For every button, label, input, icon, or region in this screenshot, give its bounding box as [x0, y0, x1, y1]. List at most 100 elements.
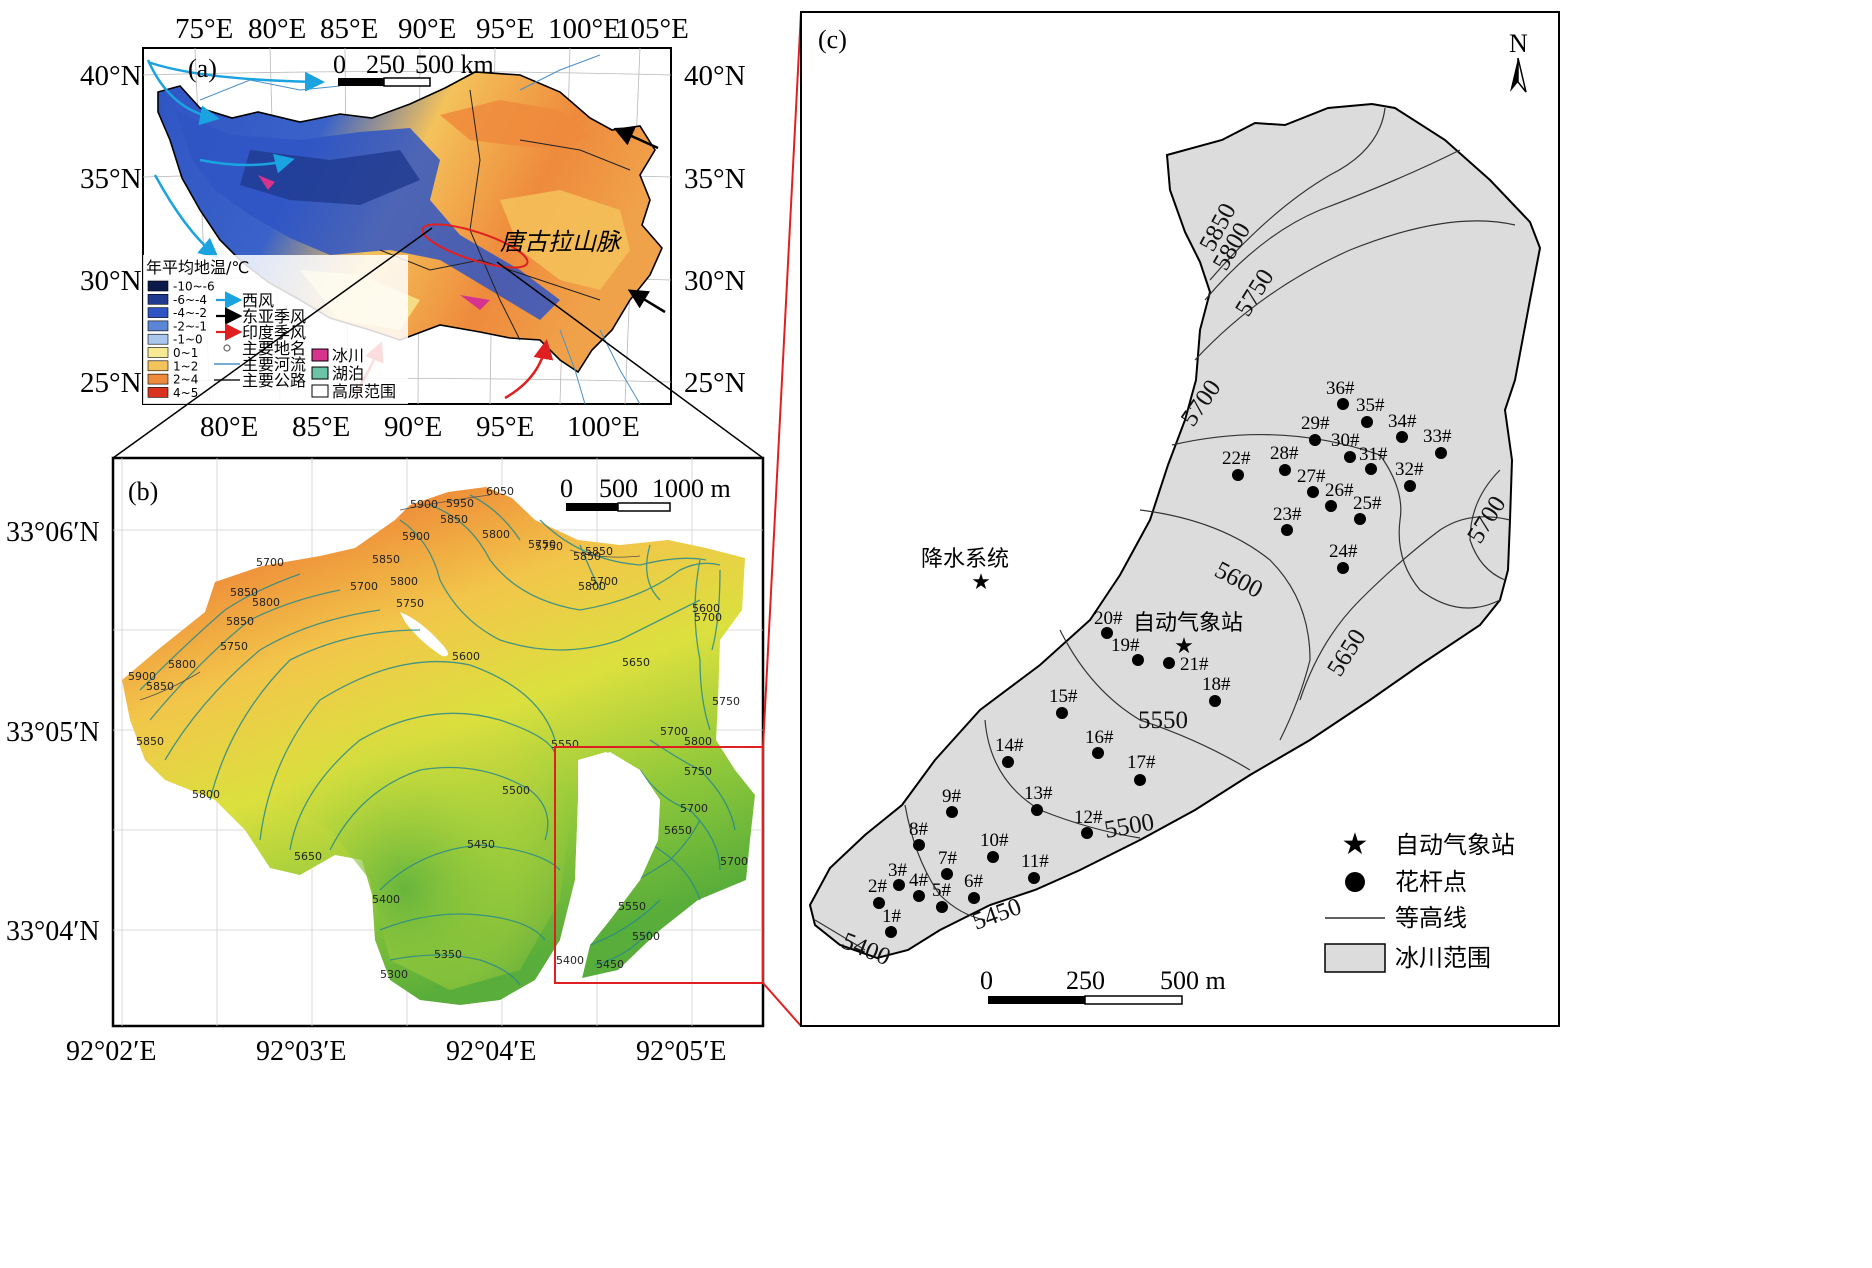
contour-label: 5750	[684, 765, 712, 778]
lon-tick: 80°E	[200, 411, 258, 443]
panel-a-label: (a)	[188, 54, 217, 83]
place-dot-icon	[223, 344, 231, 352]
lon-tick: 92°05′E	[636, 1036, 726, 1067]
contour-label: 5650	[664, 824, 692, 837]
indian-monsoon-arrow	[504, 339, 554, 400]
stake-label: 28#	[1270, 443, 1299, 464]
stake-label: 1#	[882, 906, 902, 927]
lon-tick: 90°E	[398, 13, 456, 45]
connector-line	[496, 261, 764, 459]
temp-class-swatch	[147, 333, 169, 345]
stake-point: 6#	[964, 871, 984, 904]
temp-class-swatch	[147, 373, 169, 385]
north-label: N	[1509, 29, 1528, 58]
westerly-arrow	[147, 60, 325, 92]
lat-tick: 35°N	[684, 163, 746, 195]
stake-point: 20#	[1094, 608, 1123, 639]
station-star-icon: ★	[1342, 827, 1369, 862]
contour-label: 5850	[440, 513, 468, 526]
stake-point: 31#	[1359, 444, 1388, 475]
legend-item-label: 印度季风	[242, 323, 306, 342]
lat-tick: 30°N	[684, 265, 746, 297]
legend-station: 自动气象站	[1395, 831, 1515, 859]
legend-contour: 等高线	[1395, 904, 1467, 932]
contour-label: 5750	[535, 540, 563, 553]
stake-point: 34#	[1388, 411, 1417, 443]
legend-stake: 花杆点	[1395, 868, 1467, 896]
survey-stakes: 1# 2# 3# 4# 5# 6# 7# 8# 9# 10# 11# 12# 1…	[868, 378, 1452, 938]
stake-label: 13#	[1024, 783, 1053, 804]
contour-label: 5800	[168, 658, 196, 671]
stake-point: 16#	[1085, 727, 1114, 759]
stake-label: 11#	[1021, 851, 1049, 872]
contour-label: 5800	[578, 580, 606, 593]
lon-tick: 92°04′E	[446, 1036, 536, 1067]
contour-label: 5800	[482, 528, 510, 541]
contour-label: 5950	[446, 497, 474, 510]
stake-label: 6#	[964, 871, 984, 892]
contour-label: 5900	[402, 530, 430, 543]
temp-class-label: -2~-1	[173, 319, 207, 333]
contour-label: 5850	[226, 615, 254, 628]
contour-label: 5900	[128, 670, 156, 683]
contour-label: 5400	[556, 954, 584, 967]
panel-c-scale-bar: 0 250 500 m	[980, 966, 1226, 1005]
glacier-extent-icon	[1324, 943, 1386, 973]
stake-label: 29#	[1301, 413, 1330, 434]
stake-point: 22#	[1222, 448, 1251, 481]
contour-label: 5600	[692, 602, 720, 615]
contour-label: 5750	[528, 538, 556, 551]
stake-point: 18#	[1202, 674, 1231, 707]
temp-class-label: -10~-6	[173, 280, 215, 294]
lat-tick: 35°N	[80, 163, 142, 195]
stake-label: 10#	[980, 830, 1009, 851]
lon-tick: 95°E	[476, 411, 534, 443]
temp-class-swatch	[147, 280, 169, 292]
stake-point: 10#	[980, 830, 1009, 863]
legend-item-label: 东亚季风	[242, 307, 306, 326]
area-swatch	[311, 384, 329, 398]
scale-label: 0	[333, 50, 346, 79]
temp-class-label: 2~4	[173, 373, 198, 387]
temp-class-swatch	[147, 307, 169, 318]
lon-tick: 100°E	[567, 411, 640, 443]
scale-label: 1000 m	[652, 474, 731, 503]
weather-station-star-icon: ★	[1174, 634, 1194, 659]
contour-label: 5500	[502, 784, 530, 797]
scale-label: 0	[980, 966, 993, 995]
stake-label: 12#	[1074, 807, 1103, 828]
stake-label: 18#	[1202, 674, 1231, 695]
contour-label: 5500	[632, 930, 660, 943]
temperature-classes: -10~-6-6~-4-4~-2-2~-1-1~00~11~22~44~5	[147, 280, 215, 400]
contour-label: 5450	[467, 838, 495, 851]
contour-label: 6050	[486, 485, 514, 498]
stake-label: 36#	[1326, 378, 1355, 399]
contour-label: 5600	[452, 650, 480, 663]
panel-b-lon-ticks: 92°02′E 92°03′E 92°04′E 92°05′E	[66, 1036, 726, 1067]
stake-point: 26#	[1325, 480, 1354, 512]
stake-label: 35#	[1356, 395, 1385, 416]
stake-label: 21#	[1180, 654, 1209, 675]
lower-ablation-zone	[240, 630, 570, 990]
temp-class-label: -4~-2	[173, 306, 207, 320]
stake-label: 24#	[1329, 541, 1358, 562]
contour-label: 5300	[380, 968, 408, 981]
scale-label: 0	[560, 474, 573, 503]
stake-label: 25#	[1353, 493, 1382, 514]
contour-label: 5700	[350, 580, 378, 593]
contour-label: 5350	[434, 948, 462, 961]
contour-label: 5700	[720, 855, 748, 868]
contour-label: 5800	[390, 575, 418, 588]
temp-class-label: -1~0	[173, 333, 203, 347]
area-swatch	[311, 366, 329, 380]
temp-class-swatch	[147, 347, 169, 358]
westerly-arrow	[199, 153, 295, 174]
contour-label: 5450	[596, 958, 624, 971]
stake-point: 29#	[1301, 413, 1330, 446]
panel-b-dark-contours	[139, 494, 641, 701]
contour-label: 5550	[618, 900, 646, 913]
stake-label: 9#	[942, 786, 962, 807]
contour-label: 5700	[590, 575, 618, 588]
